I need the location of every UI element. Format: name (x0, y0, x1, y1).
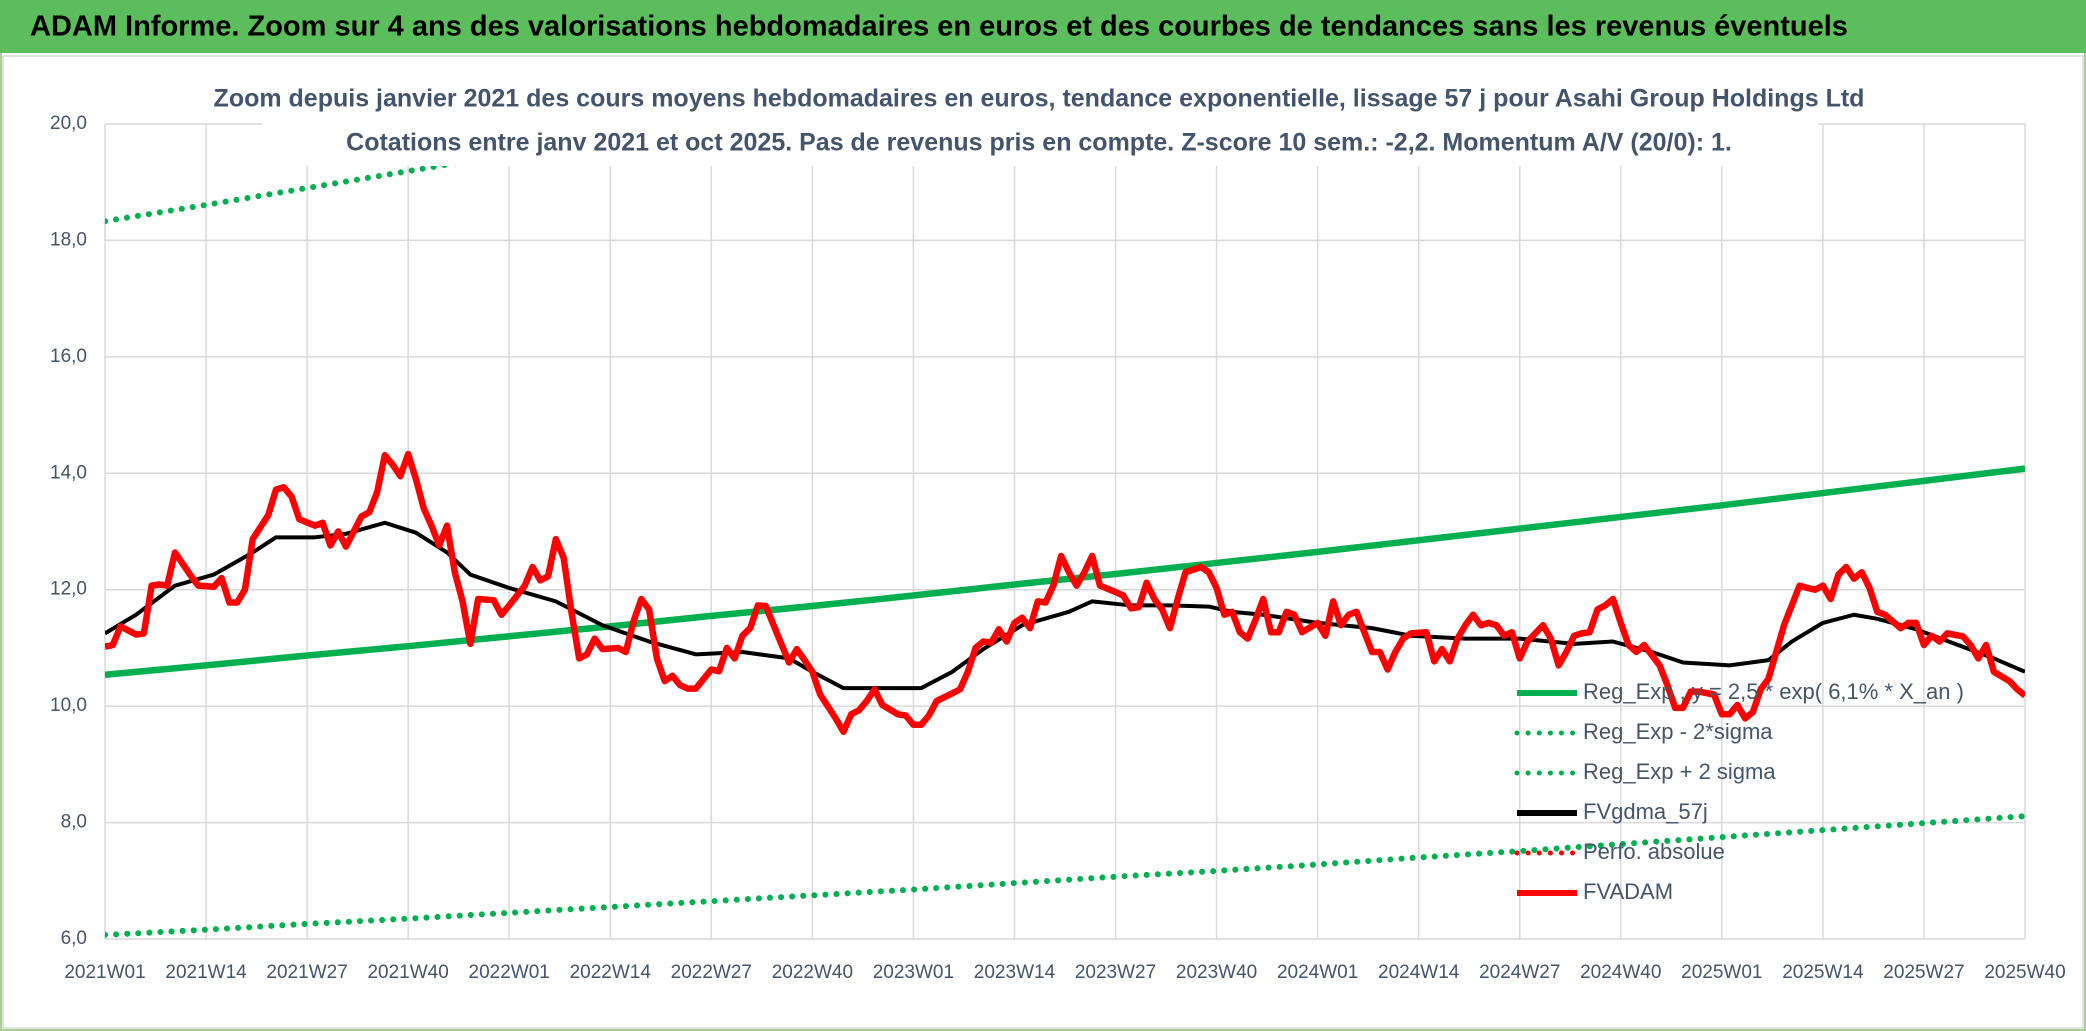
x-tick-label: 2024W01 (1277, 962, 1358, 983)
grid: 6,0 8,0 10,0 12,0 14,0 16,0 18,0 20,0 2021W01 202… (2, 55, 2084, 1029)
title-box (262, 80, 1818, 166)
chart-subtitle: Cotations entre janv 2021 et oct 2025. P… (346, 129, 1732, 157)
header-title: ADAM Informe. Zoom sur 4 ans des valoris… (30, 11, 1848, 43)
y-tick-label: 14,0 (50, 462, 87, 483)
x-tick-label: 2022W40 (772, 962, 853, 983)
x-tick-label: 2023W01 (873, 962, 954, 983)
x-tick-label: 2022W14 (570, 962, 652, 983)
x-tick-label: 2023W27 (1075, 962, 1156, 983)
series-line (105, 465, 2025, 678)
plot-border (2, 55, 2084, 1029)
series-line (105, 450, 2025, 736)
legend-label: Perfo. absolue (1583, 839, 1725, 864)
x-tick-label: 2021W40 (367, 962, 448, 983)
legend: Reg_Exp , y = 2,5 * exp( 6,1% * X_an ) Re… (1514, 679, 1964, 904)
legend-label: Reg_Exp , y = 2,5 * exp( 6,1% * X_an ) (1583, 679, 1964, 704)
x-tick-label: 2024W27 (1479, 962, 1560, 983)
x-tick-label: 2025W14 (1782, 962, 1864, 983)
series (105, 124, 2025, 938)
y-tick-label: 6,0 (61, 928, 87, 949)
y-tick-label: 12,0 (50, 579, 87, 600)
x-tick-label: 2021W01 (64, 962, 145, 983)
legend-label: FVgdma_57j (1583, 799, 1708, 824)
x-tick-label: 2022W01 (469, 962, 550, 983)
x-tick-label: 2025W01 (1681, 962, 1762, 983)
y-tick-label: 18,0 (50, 229, 87, 250)
series-line (105, 520, 2025, 691)
x-tick-label: 2024W14 (1378, 962, 1460, 983)
chart-title: Zoom depuis janvier 2021 des cours moyen… (214, 85, 1865, 113)
y-tick-label: 10,0 (50, 695, 87, 716)
legend-label: FVADAM (1583, 879, 1673, 904)
x-tick-label: 2022W27 (671, 962, 752, 983)
x-tick-label: 2021W27 (266, 962, 347, 983)
legend-label: Reg_Exp + 2 sigma (1583, 759, 1776, 784)
legend-label: Reg_Exp - 2*sigma (1583, 719, 1773, 744)
series-line (105, 124, 700, 225)
x-tick-label: 2023W14 (974, 962, 1056, 983)
x-tick-label: 2025W27 (1883, 962, 1964, 983)
y-tick-label: 20,0 (50, 113, 87, 134)
x-tick-label: 2025W40 (1984, 962, 2065, 983)
y-tick-label: 16,0 (50, 346, 87, 367)
x-tick-label: 2021W14 (165, 962, 247, 983)
header-bar (0, 0, 2086, 53)
series-line (105, 813, 2025, 938)
x-tick-label: 2023W40 (1176, 962, 1257, 983)
y-tick-label: 8,0 (61, 812, 87, 833)
x-tick-label: 2024W40 (1580, 962, 1661, 983)
